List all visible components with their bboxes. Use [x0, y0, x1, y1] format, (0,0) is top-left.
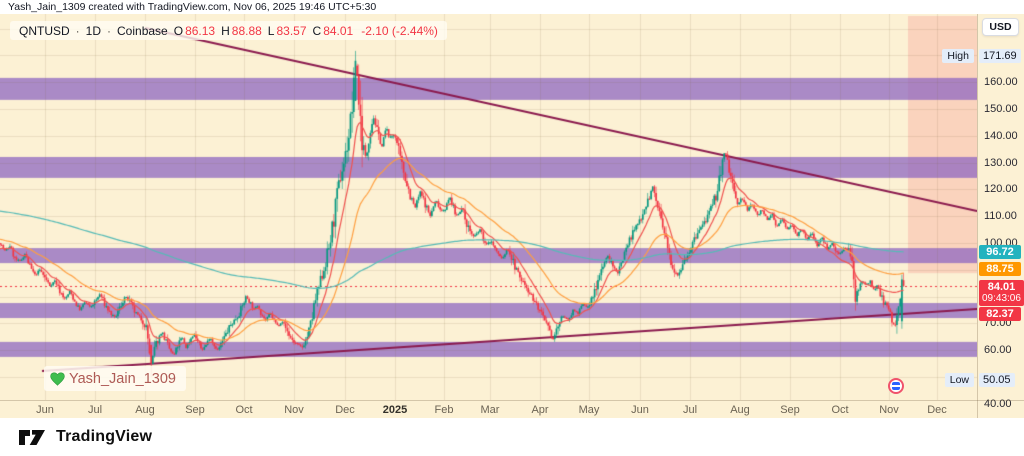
price-axis[interactable]: USD 160.00 150.00 140.00 130.00 120.00 110.00…	[977, 14, 1024, 418]
time-axis-label: Aug	[135, 404, 155, 416]
time-axis-label: 2025	[382, 404, 408, 416]
currency-toggle-button[interactable]: USD	[982, 18, 1019, 36]
tradingview-brand-text: TradingView	[56, 428, 153, 445]
time-axis-label: Dec	[335, 404, 355, 416]
price-tick: 120.00	[984, 183, 1018, 196]
time-axis-label: May	[578, 404, 600, 416]
price-tick: 150.00	[984, 103, 1018, 115]
flag-glyph	[892, 382, 900, 390]
legend-exchange: Coinbase	[117, 23, 168, 38]
price-tick: 140.00	[984, 129, 1018, 142]
low-price-label: 50.05	[979, 372, 1015, 387]
last-price-chip: 84.01 09:43:06	[979, 279, 1024, 306]
time-axis-label: Jun	[36, 404, 54, 416]
ma-mid-chip: 88.75	[979, 262, 1021, 277]
snapshot-header-text: Yash_Jain_1309 created with TradingView.…	[8, 1, 377, 13]
time-axis-label: Oct	[831, 404, 849, 416]
time-axis-label: Sep	[185, 404, 205, 416]
time-axis-label: Dec	[927, 404, 947, 416]
price-tick: 110.00	[984, 210, 1017, 223]
legend-high: H 88.88	[221, 23, 262, 38]
time-axis-label: Jul	[682, 404, 698, 416]
price-tick: 40.00	[984, 397, 1012, 410]
time-axis-label: Apr	[531, 404, 549, 416]
symbol-legend[interactable]: QNTUSD · 1D · Coinbase O 86.13 H 88.88 L 83…	[10, 21, 447, 40]
legend-separator: ·	[107, 23, 112, 38]
time-axis-label: Feb	[434, 404, 454, 416]
chart-area: QNTUSD · 1D · Coinbase O 86.13 H 88.88 L 83…	[0, 14, 1024, 418]
time-axis-label: Jun	[631, 404, 649, 416]
time-axis[interactable]: Jun Jul Aug Sep Oct Nov Dec 2025 Feb Mar Apr May Jun…	[0, 400, 1024, 418]
ma-slow-chip: 96.72	[979, 244, 1021, 259]
snapshot-header: Yash_Jain_1309 created with TradingView.…	[0, 0, 1024, 14]
legend-open: O 86.13	[173, 23, 216, 38]
watermark: Yash_Jain_1309	[44, 366, 186, 391]
legend-symbol: QNTUSD	[19, 23, 70, 38]
legend-close: C 84.01	[312, 23, 354, 38]
high-badge: High	[942, 48, 974, 63]
low-badge: Low	[944, 372, 974, 387]
price-tick: 160.00	[984, 76, 1018, 89]
time-axis-label: Oct	[235, 404, 253, 416]
legend-separator: ·	[75, 23, 80, 38]
economic-event-icon[interactable]	[888, 378, 904, 394]
green-heart-icon	[50, 371, 65, 386]
candlestick-chart[interactable]	[0, 14, 977, 400]
price-tick: 130.00	[984, 156, 1018, 169]
watermark-text: Yash_Jain_1309	[69, 370, 176, 387]
tradingview-logo-icon	[19, 429, 45, 445]
legend-change: -2.10 (-2.44%)	[361, 23, 438, 38]
legend-interval: 1D	[85, 23, 102, 38]
legend-low: L 83.57	[267, 23, 307, 38]
price-tick: 60.00	[984, 344, 1012, 357]
time-axis-label: Nov	[284, 404, 304, 416]
time-axis-label: Aug	[730, 404, 750, 416]
high-price-label: 171.69	[979, 48, 1021, 63]
time-axis-label: Jul	[87, 404, 103, 416]
time-axis-label: Nov	[879, 404, 899, 416]
ma-fast-chip: 82.37	[979, 307, 1021, 322]
time-axis-label: Sep	[780, 404, 800, 416]
footer: TradingView	[0, 418, 1024, 456]
time-axis-label: Mar	[480, 404, 500, 416]
